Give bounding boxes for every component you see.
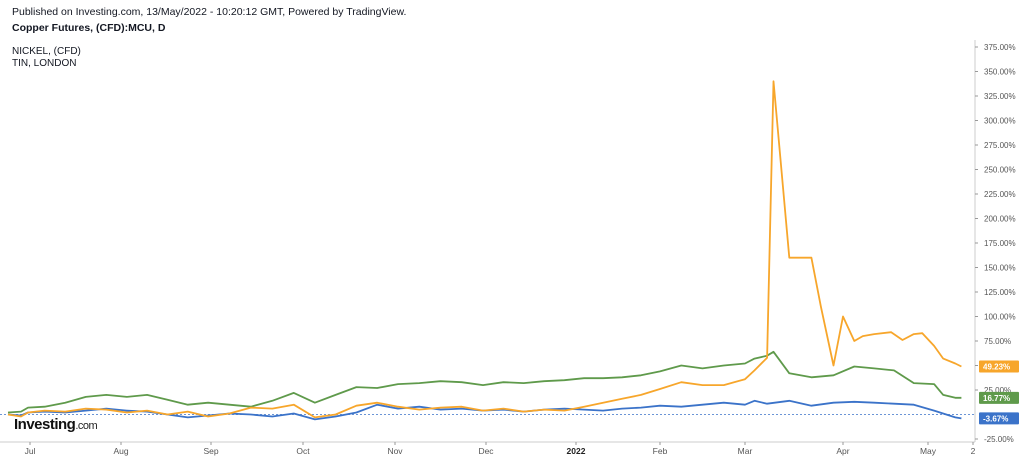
tin-last-value-badge-bg xyxy=(979,391,1019,404)
nickel-last-value-badge-bg xyxy=(979,360,1019,373)
price-axis-label: 350.00% xyxy=(984,68,1016,77)
legend-entry-nickel: NICKEL, (CFD) xyxy=(12,46,81,57)
time-axis-label: 2 xyxy=(971,446,976,456)
copper-last-value-badge: -3.67% xyxy=(983,414,1008,423)
logo-suffix: .com xyxy=(75,420,98,432)
price-axis-label: 200.00% xyxy=(984,215,1016,224)
price-axis-label: 300.00% xyxy=(984,117,1016,126)
price-axis-label: 275.00% xyxy=(984,141,1016,150)
price-axis-label: 100.00% xyxy=(984,313,1016,322)
price-axis-label: 250.00% xyxy=(984,166,1016,175)
time-axis-label: Dec xyxy=(478,446,494,456)
time-axis-label: 2022 xyxy=(567,446,586,456)
nickel-last-value-badge: 49.23% xyxy=(983,362,1010,371)
last-value-badges: 49.23% 16.77% -3.67% xyxy=(979,360,1019,425)
nickel-line xyxy=(7,80,962,419)
logo-main: Investing xyxy=(14,416,76,433)
price-axis-label: 175.00% xyxy=(984,239,1016,248)
price-axis-label: 225.00% xyxy=(984,190,1016,199)
tin-last-value-badge: 16.77% xyxy=(983,394,1010,403)
time-axis-label: Feb xyxy=(653,446,668,456)
time-axis-label: Jul xyxy=(25,446,36,456)
time-axis-label: May xyxy=(920,446,937,456)
time-axis-label: Aug xyxy=(113,446,128,456)
price-axis: 375.00% 350.00% 325.00% 300.00% 275.00% 250.0… xyxy=(975,43,1016,444)
tin-line xyxy=(7,350,962,414)
price-axis-label: 150.00% xyxy=(984,264,1016,273)
price-axis-label: 375.00% xyxy=(984,43,1016,52)
time-axis-label: Mar xyxy=(738,446,753,456)
instrument-title: Copper Futures, (CFD):MCU, D xyxy=(12,22,166,34)
time-axis-label: Nov xyxy=(387,446,403,456)
investing-logo: Investing.com xyxy=(14,416,98,433)
time-axis-label: Sep xyxy=(203,446,218,456)
time-axis-label: Oct xyxy=(296,446,310,456)
time-axis: Jul Aug Sep Oct Nov Dec 2022 Feb Mar Apr May 2 xyxy=(25,442,976,456)
price-axis-label: 75.00% xyxy=(984,337,1011,346)
price-axis-label: -25.00% xyxy=(984,435,1014,444)
price-axis-label: 25.00% xyxy=(984,386,1011,395)
time-axis-label: Apr xyxy=(836,446,849,456)
price-axis-label: 325.00% xyxy=(984,92,1016,101)
series-layer xyxy=(7,80,962,421)
copper-last-value-badge-bg xyxy=(979,412,1019,425)
price-axis-label: 125.00% xyxy=(984,288,1016,297)
published-info: Published on Investing.com, 13/May/2022 … xyxy=(12,6,407,18)
legend-entry-tin: TIN, LONDON xyxy=(12,58,77,69)
